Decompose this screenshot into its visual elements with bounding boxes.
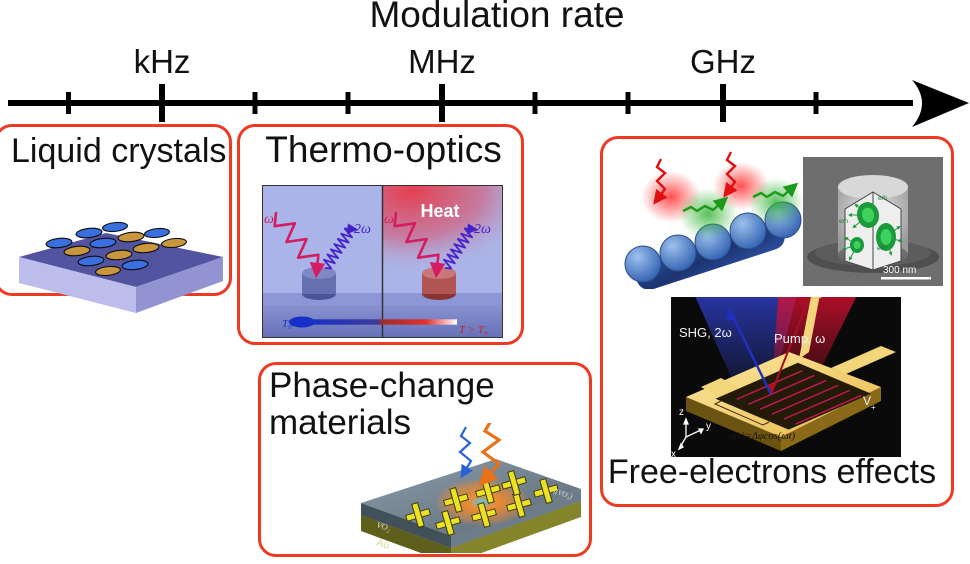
svg-text:300 nm: 300 nm (883, 265, 916, 276)
svg-text:2ω: 2ω (354, 222, 371, 237)
svg-text:ω: ω (264, 212, 274, 227)
svg-text:φ(t)=Δφcos(ωt): φ(t)=Δφcos(ωt) (729, 431, 796, 442)
svg-text:T₀: T₀ (282, 318, 292, 330)
svg-text:T > T₀: T > T₀ (459, 324, 488, 336)
svg-text:Au: Au (375, 536, 391, 551)
svg-text:e/h: e/h (839, 218, 848, 225)
svg-text:x: x (671, 449, 676, 457)
svg-text:Pump, ω: Pump, ω (774, 331, 825, 346)
svg-text:e/h: e/h (878, 195, 887, 202)
svg-text:ω: ω (384, 212, 394, 227)
svg-text:z: z (679, 407, 684, 418)
svg-text:2ω: 2ω (474, 222, 491, 237)
svg-text:Heat: Heat (420, 201, 459, 221)
svg-text:y: y (706, 421, 711, 432)
svg-text:SHG, 2ω: SHG, 2ω (679, 325, 732, 340)
svg-text:e/h: e/h (877, 245, 886, 252)
